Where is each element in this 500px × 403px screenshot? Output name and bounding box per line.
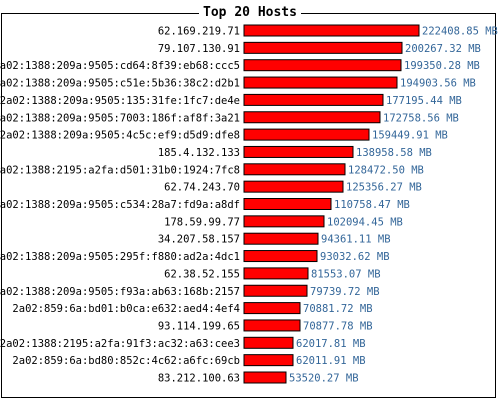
value-label: 70881.72 MB <box>303 303 373 315</box>
bar <box>243 267 309 280</box>
bar <box>243 93 384 106</box>
category-label: 178.59.99.77 <box>164 216 240 228</box>
bar <box>243 302 301 315</box>
bar <box>243 163 346 176</box>
category-label: 2a02:1388:2195:a2fa:91f3:ac32:a63:cee3 <box>0 338 240 350</box>
bar <box>243 354 294 367</box>
bar <box>243 232 319 245</box>
category-label: 2a02:1388:209a:9505:295f:f880:ad2a:4dc1 <box>0 251 240 263</box>
category-label: 62.169.219.71 <box>158 26 240 38</box>
category-label: 79.107.130.91 <box>158 43 240 55</box>
value-label: 194903.56 MB <box>400 78 476 90</box>
value-label: 199350.28 MB <box>404 60 480 72</box>
bar <box>243 180 344 193</box>
bar <box>243 24 420 37</box>
value-label: 172758.56 MB <box>383 112 459 124</box>
value-label: 70877.78 MB <box>303 320 373 332</box>
value-label: 177195.44 MB <box>386 95 462 107</box>
category-label: 185.4.132.133 <box>158 147 240 159</box>
bar <box>243 41 403 54</box>
value-label: 62011.91 MB <box>296 355 366 367</box>
bar <box>243 198 332 210</box>
value-label: 128472.50 MB <box>348 164 424 176</box>
bar <box>243 59 402 72</box>
category-label: 83.212.100.63 <box>158 373 240 385</box>
value-label: 222408.85 MB <box>422 26 498 38</box>
bar <box>243 284 308 297</box>
category-label: 34.207.58.157 <box>158 234 240 246</box>
category-label: 2a02:1388:209a:9505:c534:28a7:fd9a:a8df <box>0 199 240 211</box>
value-label: 159449.91 MB <box>372 130 448 142</box>
value-label: 102094.45 MB <box>327 216 403 228</box>
value-label: 110758.47 MB <box>334 199 410 211</box>
bar <box>243 145 354 158</box>
category-label: 2a02:1388:2195:a2fa:d501:31b0:1924:7fc8 <box>0 164 240 176</box>
bar <box>243 76 398 89</box>
bar <box>243 336 294 349</box>
category-label: 93.114.199.65 <box>158 320 240 332</box>
value-label: 200267.32 MB <box>405 43 481 55</box>
bar <box>243 128 370 141</box>
category-label: 2a02:1388:209a:9505:f93a:ab63:168b:2157 <box>0 286 240 298</box>
value-label: 81553.07 MB <box>311 268 381 280</box>
bar <box>243 215 325 228</box>
bars-layer: 62.169.219.71 222408.85 MB 79.107.130.91 20… <box>0 24 498 385</box>
bar <box>243 111 381 124</box>
value-label: 94361.11 MB <box>321 234 391 246</box>
category-label: 2a02:1388:209a:9505:4c5c:ef9:d5d9:dfe8 <box>0 130 240 142</box>
value-label: 138958.58 MB <box>356 147 432 159</box>
category-label: 2a02:1388:209a:9505:7003:186f:af8f:3a21 <box>0 112 240 124</box>
value-label: 125356.27 MB <box>346 182 422 194</box>
category-label: 2a02:1388:209a:9505:cd64:8f39:eb68:ccc5 <box>0 60 240 72</box>
category-label: 62.38.52.155 <box>164 268 240 280</box>
value-label: 53520.27 MB <box>289 373 359 385</box>
category-label: 62.74.243.70 <box>164 182 240 194</box>
value-label: 62017.81 MB <box>296 338 366 350</box>
category-label: 2a02:1388:209a:9505:135:31fe:1fc7:de4e <box>0 95 240 107</box>
category-label: 2a02:859:6a:bd80:852c:4c62:a6fc:69cb <box>12 355 240 367</box>
value-label: 93032.62 MB <box>320 251 390 263</box>
bar <box>243 371 287 384</box>
category-label: 2a02:859:6a:bd01:b0ca:e632:aed4:4ef4 <box>12 303 240 315</box>
bar <box>243 319 301 332</box>
value-label: 79739.72 MB <box>310 286 380 298</box>
category-label: 2a02:1388:209a:9505:c51e:5b36:38c2:d2b1 <box>0 78 240 90</box>
bar <box>243 250 318 263</box>
